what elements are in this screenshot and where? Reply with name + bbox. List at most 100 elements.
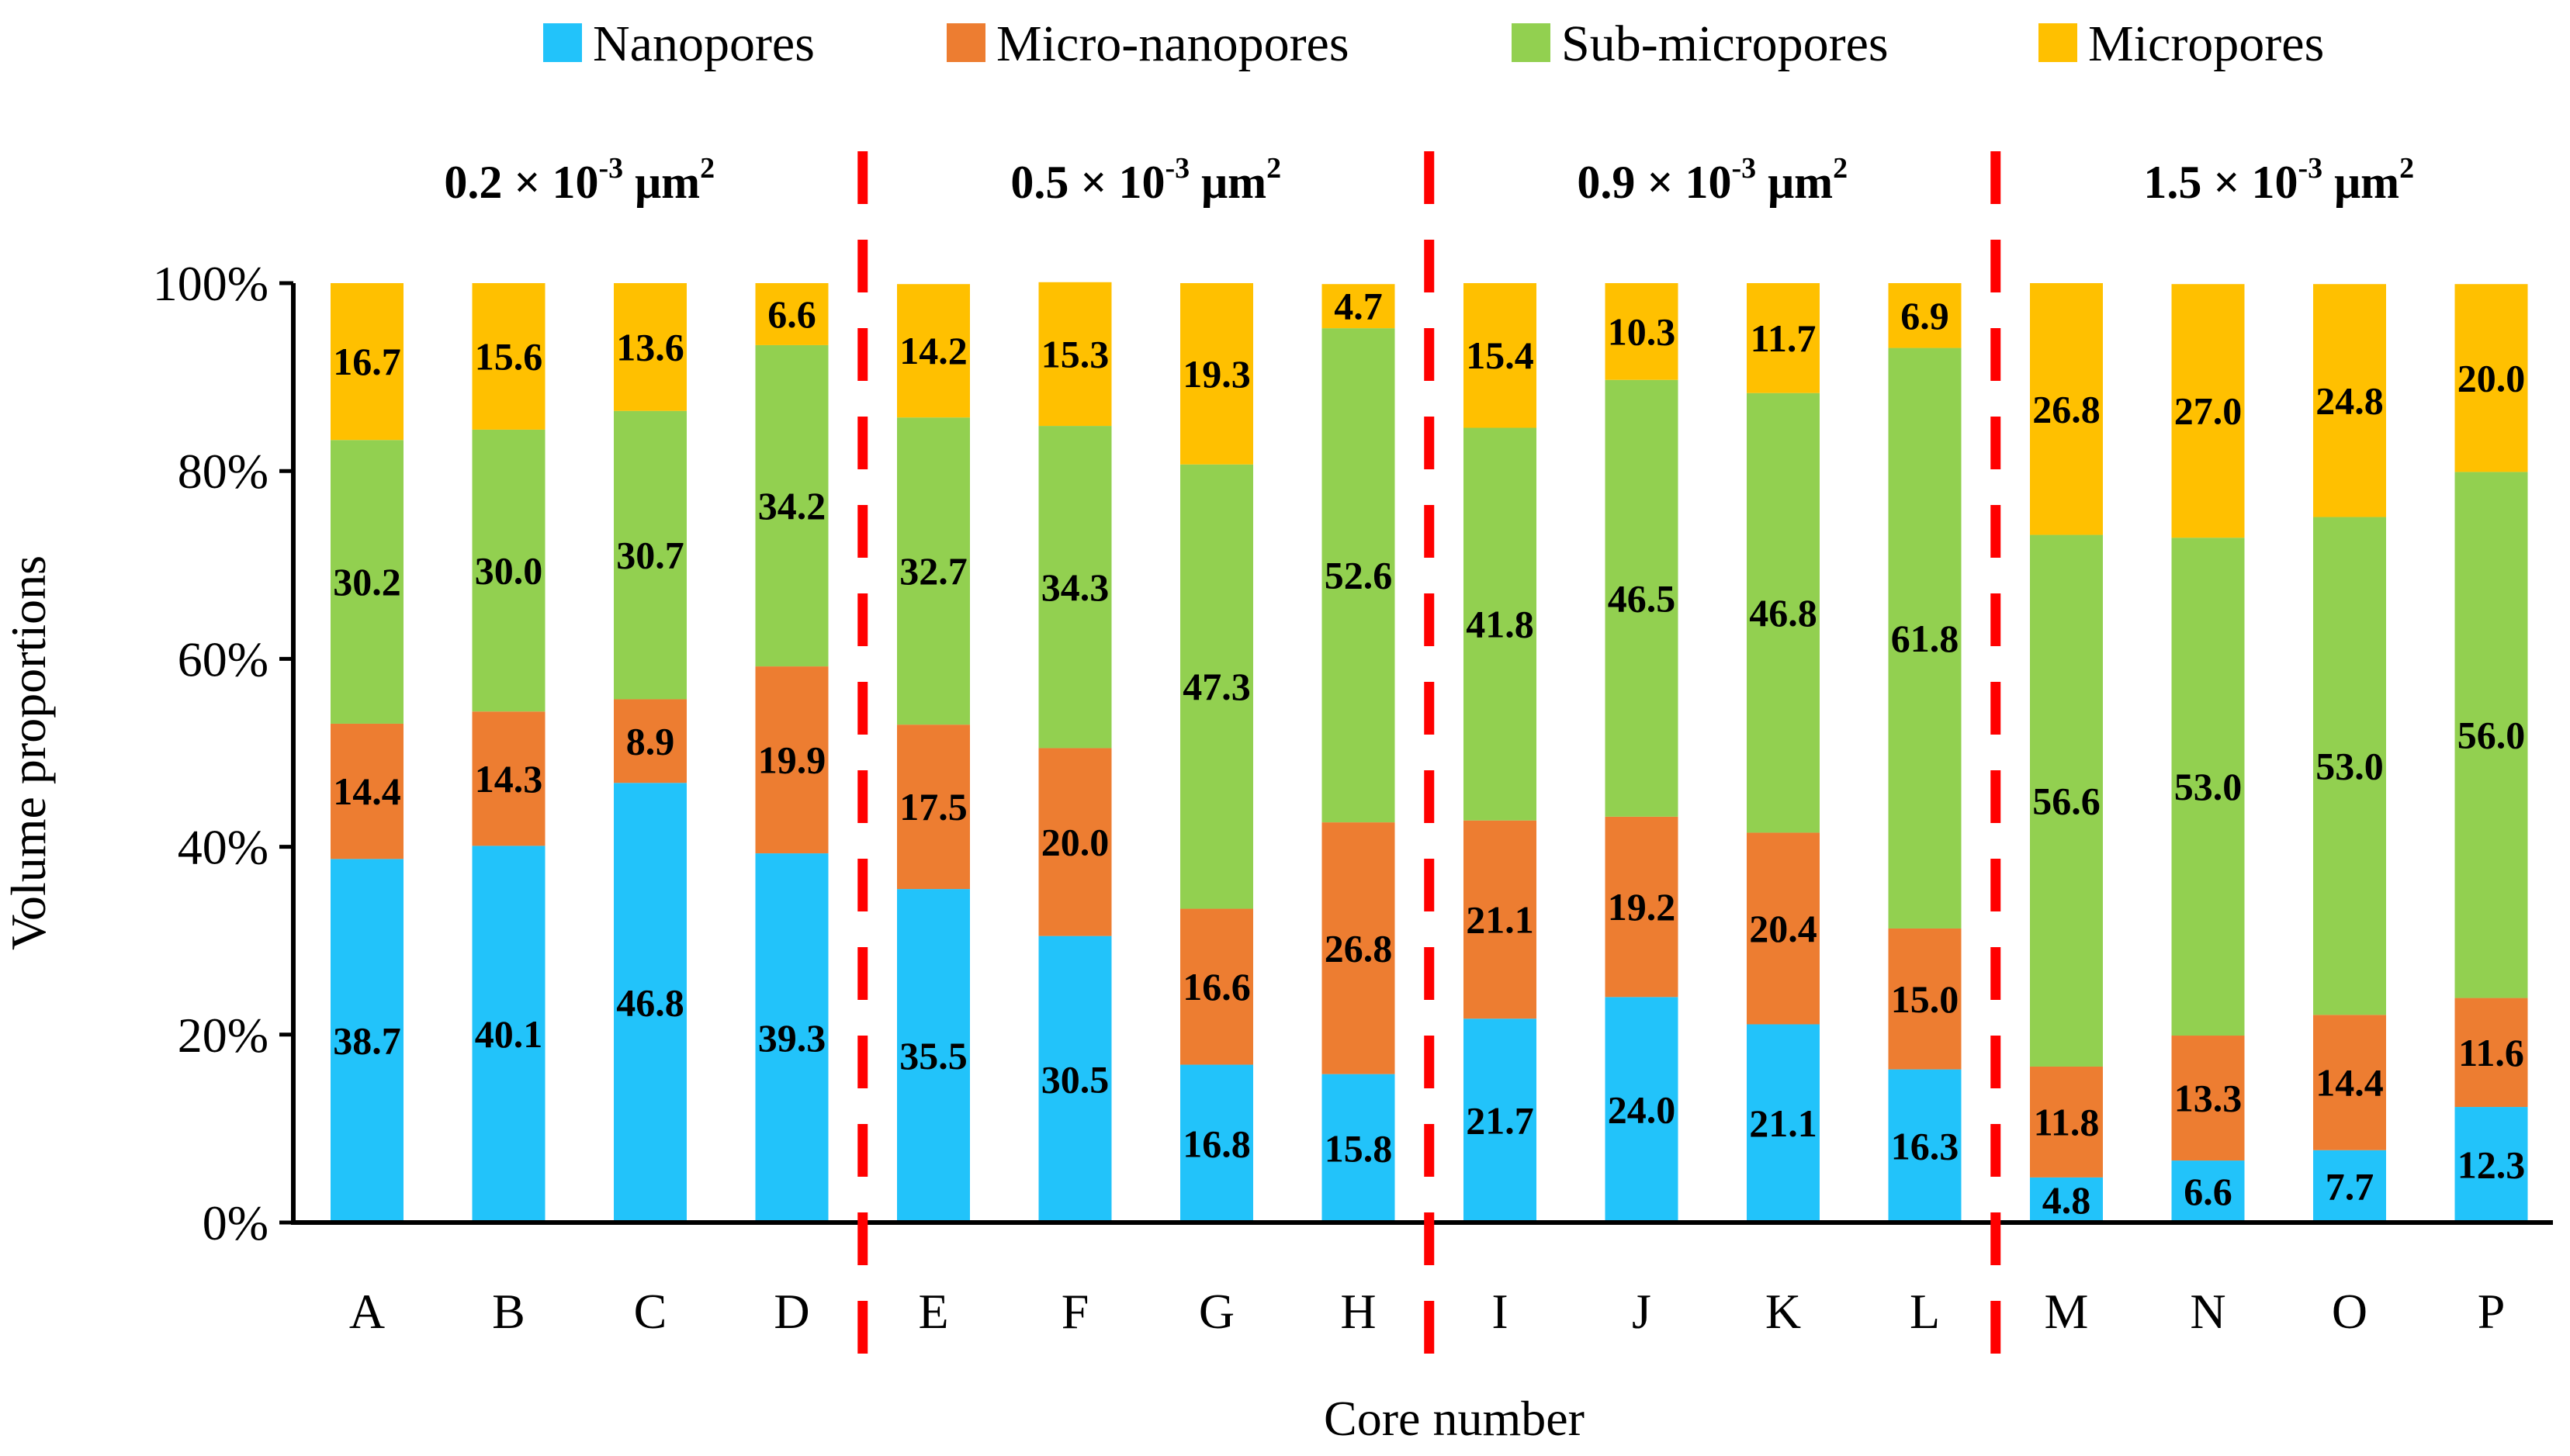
value-label: 46.8 [616, 981, 684, 1025]
value-label: 15.3 [1041, 332, 1110, 375]
bar-micro-nanopores-k [1747, 832, 1820, 1025]
bar-sub-micropores-l [1888, 348, 1962, 929]
legend-swatch [543, 23, 582, 62]
value-label: 30.7 [616, 534, 684, 577]
bar-sub-micropores-f [1038, 426, 1112, 749]
value-label: 32.7 [899, 549, 968, 593]
bar-micropores-m [2030, 283, 2103, 535]
legend: Nanopores Micro-nanopores Sub-micropores Mi… [543, 16, 2324, 72]
bar-stack-d [755, 283, 829, 1223]
bar-stack-o [2313, 284, 2386, 1223]
bar-nanopores-j [1605, 997, 1678, 1223]
value-label: 15.8 [1325, 1126, 1393, 1170]
value-label: 16.8 [1183, 1122, 1251, 1165]
legend-label: Nanopores [593, 16, 815, 72]
bar-micropores-k [1747, 283, 1820, 393]
value-label: 26.8 [1325, 926, 1393, 970]
bar-micropores-n [2171, 284, 2245, 538]
value-label: 27.0 [2174, 389, 2243, 433]
bar-stack-f [1038, 282, 1112, 1223]
bar-micro-nanopores-a [331, 723, 404, 859]
y-tick-label: 0% [203, 1195, 268, 1250]
bar-sub-micropores-i [1463, 427, 1536, 821]
bar-sub-micropores-n [2171, 538, 2245, 1036]
value-label: 16.3 [1891, 1124, 1959, 1167]
x-tick-label: I [1491, 1284, 1508, 1339]
bar-stack-i [1463, 283, 1536, 1223]
value-label: 41.8 [1466, 603, 1534, 646]
bar-micro-nanopores-n [2171, 1036, 2245, 1161]
value-label: 61.8 [1891, 617, 1959, 660]
value-label: 7.7 [2326, 1164, 2374, 1208]
x-tick-label: G [1199, 1284, 1235, 1339]
legend-swatch [947, 23, 985, 62]
legend-swatch [1512, 23, 1550, 62]
value-label: 14.3 [475, 757, 543, 801]
bar-sub-micropores-d [755, 344, 829, 667]
x-tick-label: P [2478, 1284, 2506, 1339]
bar-micropores-h [1321, 284, 1395, 329]
value-label: 26.8 [2032, 387, 2101, 431]
bar-micropores-e [897, 284, 970, 418]
value-label: 19.3 [1183, 352, 1251, 396]
value-label: 47.3 [1183, 665, 1251, 708]
bar-nanopores-l [1888, 1069, 1962, 1223]
bar-nanopores-h [1321, 1074, 1395, 1223]
x-tick-label: D [774, 1284, 809, 1339]
y-axis-title: Volume proportions [1, 555, 56, 950]
value-labels: 38.7 14.4 30.2 16.7 40.1 14.3 30.0 15.6 46.8 8.9 3… [333, 285, 2525, 1222]
bar-micropores-c [614, 283, 687, 411]
bar-nanopores-p [2454, 1107, 2528, 1223]
bar-sub-micropores-a [331, 440, 404, 724]
bar-sub-micropores-e [897, 417, 970, 725]
value-label: 6.6 [767, 292, 816, 336]
value-label: 46.5 [1608, 576, 1676, 620]
value-label: 8.9 [626, 719, 675, 763]
x-tick-label: J [1632, 1284, 1651, 1339]
group-dividers [857, 151, 2001, 1369]
bar-stack-k [1747, 283, 1820, 1223]
value-label: 16.6 [1183, 965, 1251, 1008]
y-tick-label: 60% [178, 631, 268, 686]
bar-stack-j [1605, 283, 1678, 1223]
value-label: 15.0 [1891, 977, 1959, 1021]
bar-micropores-j [1605, 283, 1678, 380]
value-label: 53.0 [2174, 765, 2243, 808]
value-label: 4.8 [2042, 1178, 2091, 1222]
bar-micro-nanopores-g [1180, 908, 1253, 1065]
value-label: 6.6 [2184, 1170, 2232, 1213]
bar-micro-nanopores-j [1605, 816, 1678, 998]
legend-item-nanopores: Nanopores [543, 16, 815, 72]
bar-micro-nanopores-c [614, 699, 687, 783]
bar-sub-micropores-c [614, 410, 687, 700]
bar-micro-nanopores-e [897, 725, 970, 890]
value-label: 38.7 [333, 1019, 401, 1063]
x-tick-label: E [918, 1284, 948, 1339]
bar-nanopores-d [755, 853, 829, 1223]
bar-sub-micropores-k [1747, 393, 1820, 833]
bar-stack-c [614, 283, 687, 1223]
bar-sub-micropores-p [2454, 472, 2528, 998]
bar-stack-p [2454, 284, 2528, 1223]
value-label: 39.3 [758, 1016, 826, 1060]
legend-item-sub-micropores: Sub-micropores [1512, 16, 1889, 72]
legend-label: Micropores [2088, 16, 2324, 72]
bar-micro-nanopores-i [1463, 820, 1536, 1019]
bar-micro-nanopores-d [755, 666, 829, 854]
x-tick-label: O [2332, 1284, 2367, 1339]
value-label: 15.6 [475, 334, 543, 378]
bar-nanopores-i [1463, 1019, 1536, 1223]
value-label: 6.9 [1900, 294, 1949, 337]
value-label: 21.1 [1749, 1102, 1817, 1145]
bar-micropores-b [472, 283, 546, 430]
bar-nanopores-a [331, 859, 404, 1223]
value-label: 21.1 [1466, 897, 1534, 941]
legend-label: Micro-nanopores [996, 16, 1349, 72]
bar-micro-nanopores-p [2454, 998, 2528, 1108]
bar-stack-a [331, 283, 404, 1223]
y-tick-label: 80% [178, 444, 268, 499]
value-label: 14.4 [333, 770, 401, 813]
value-label: 11.7 [1751, 316, 1817, 360]
bar-stack-m [2030, 283, 2103, 1223]
